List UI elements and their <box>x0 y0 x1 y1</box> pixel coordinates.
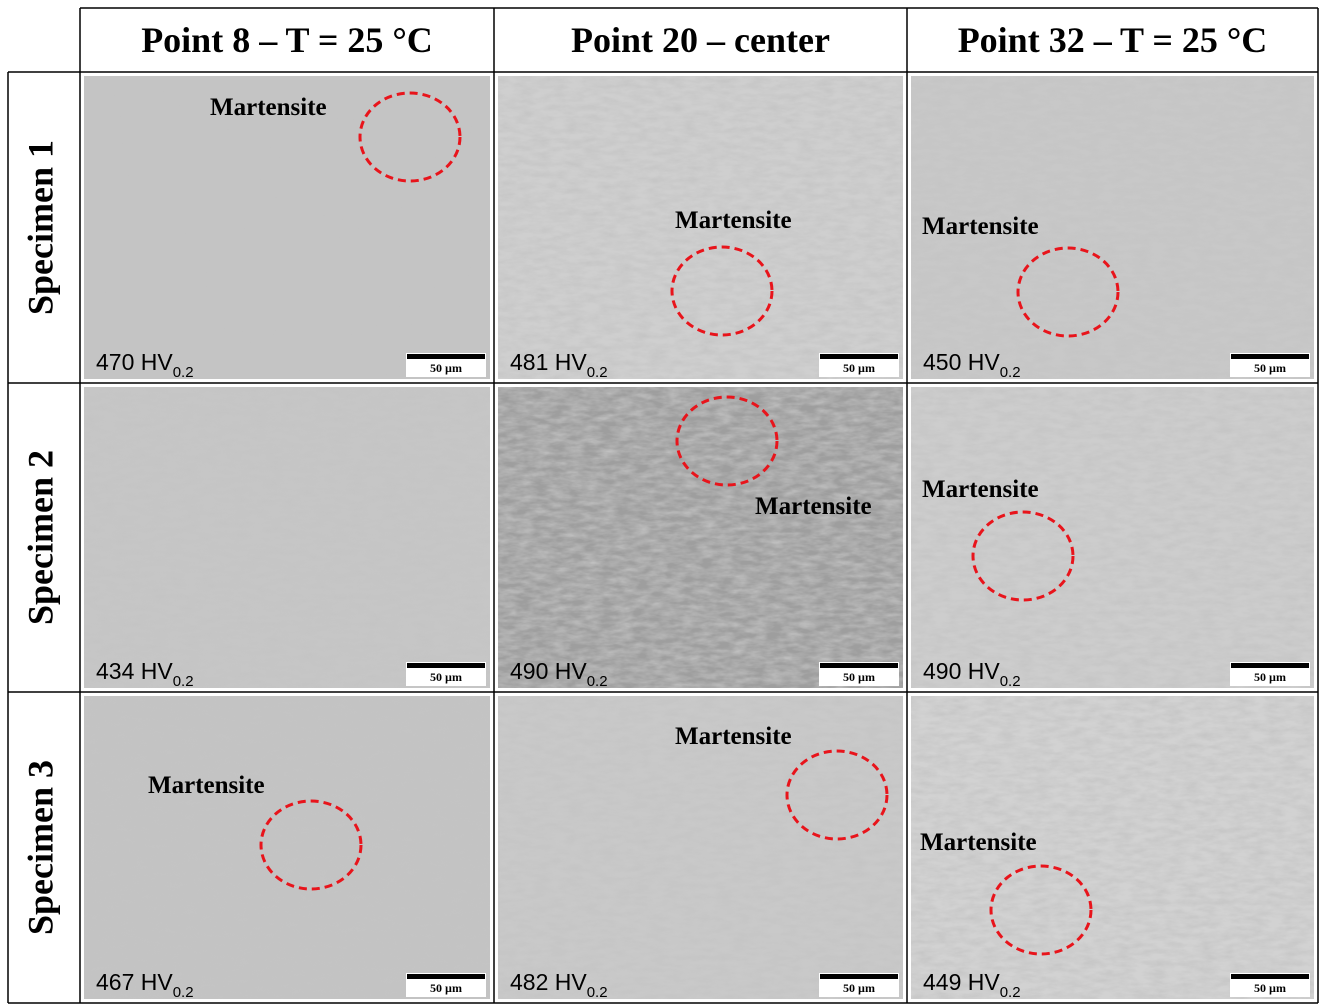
micrograph: 490 HV0.2 50 µm Martensite <box>498 387 903 690</box>
column-header: Point 32 – T = 25 °C <box>958 20 1268 60</box>
hardness-subscript: 0.2 <box>173 984 194 1001</box>
hardness-value: 490 <box>510 658 548 684</box>
hardness-value: 449 <box>923 969 961 995</box>
scale-bar-label: 50 µm <box>430 670 462 684</box>
micrograph: 449 HV0.2 50 µm Martensite <box>911 696 1314 1001</box>
hardness-subscript: 0.2 <box>587 364 608 381</box>
scale-bar-label: 50 µm <box>1254 361 1286 375</box>
hardness-unit: HV <box>968 349 1001 375</box>
row-label: Specimen 1 <box>20 140 60 315</box>
hardness-unit: HV <box>141 349 174 375</box>
micrograph-texture <box>911 387 1314 688</box>
scale-bar <box>1231 354 1309 359</box>
column-header: Point 20 – center <box>571 20 830 60</box>
micrograph: 490 HV0.2 50 µm Martensite <box>911 387 1314 690</box>
scale-bar <box>820 354 898 359</box>
annotation: Martensite <box>755 493 872 520</box>
micrograph-texture <box>84 76 490 379</box>
hardness-value: 434 <box>96 658 135 684</box>
annotation: Martensite <box>148 772 265 799</box>
micrograph: 470 HV0.2 50 µm Martensite <box>84 76 490 381</box>
scale-bar-label: 50 µm <box>430 361 462 375</box>
figure: Point 8 – T = 25 °C Point 20 – center Poin… <box>0 0 1319 1004</box>
scale-bar-label: 50 µm <box>843 981 875 995</box>
scale-bar-label: 50 µm <box>843 670 875 684</box>
hardness-subscript: 0.2 <box>587 673 608 690</box>
scale-bar-label: 50 µm <box>843 361 875 375</box>
scale-bar <box>407 974 485 979</box>
hardness-value: 467 <box>96 969 134 995</box>
annotation: Martensite <box>675 207 792 234</box>
row-label: Specimen 3 <box>20 760 60 935</box>
row-label: Specimen 2 <box>20 450 60 625</box>
annotation: Martensite <box>922 213 1039 240</box>
hardness-unit: HV <box>555 658 588 684</box>
hardness-subscript: 0.2 <box>1000 673 1021 690</box>
hardness-unit: HV <box>968 658 1001 684</box>
hardness-subscript: 0.2 <box>173 364 194 381</box>
hardness-unit: HV <box>968 969 1001 995</box>
micrograph-texture <box>84 387 490 688</box>
annotation: Martensite <box>210 94 327 121</box>
annotation: Martensite <box>675 723 792 750</box>
micrograph: 450 HV0.2 50 µm Martensite <box>911 76 1314 381</box>
scale-bar-label: 50 µm <box>1254 670 1286 684</box>
hardness-unit: HV <box>141 658 174 684</box>
hardness-value: 470 <box>96 349 134 375</box>
micrograph-texture <box>498 387 903 688</box>
micrograph: 482 HV0.2 50 µm Martensite <box>498 696 903 1001</box>
hardness-value: 450 <box>923 349 961 375</box>
scale-bar <box>407 354 485 359</box>
hardness-unit: HV <box>555 969 588 995</box>
hardness-unit: HV <box>555 349 588 375</box>
scale-bar <box>1231 663 1309 668</box>
scale-bar <box>820 663 898 668</box>
micrograph: 481 HV0.2 50 µm Martensite <box>498 76 903 381</box>
micrograph-texture <box>84 696 490 999</box>
hardness-subscript: 0.2 <box>173 673 194 690</box>
hardness-value: 490 <box>923 658 961 684</box>
hardness-unit: HV <box>141 969 174 995</box>
micrograph: 434 HV0.2 50 µm <box>84 387 490 690</box>
hardness-value: 481 <box>510 349 548 375</box>
hardness-subscript: 0.2 <box>1000 364 1021 381</box>
scale-bar <box>1231 974 1309 979</box>
hardness-subscript: 0.2 <box>587 984 608 1001</box>
micrograph: 467 HV0.2 50 µm Martensite <box>84 696 490 1001</box>
hardness-value: 482 <box>510 969 548 995</box>
scale-bar <box>407 663 485 668</box>
annotation: Martensite <box>920 829 1037 856</box>
scale-bar-label: 50 µm <box>430 981 462 995</box>
scale-bar-label: 50 µm <box>1254 981 1286 995</box>
annotation: Martensite <box>922 476 1039 503</box>
scale-bar <box>820 974 898 979</box>
hardness-subscript: 0.2 <box>1000 984 1021 1001</box>
column-header: Point 8 – T = 25 °C <box>141 20 433 60</box>
